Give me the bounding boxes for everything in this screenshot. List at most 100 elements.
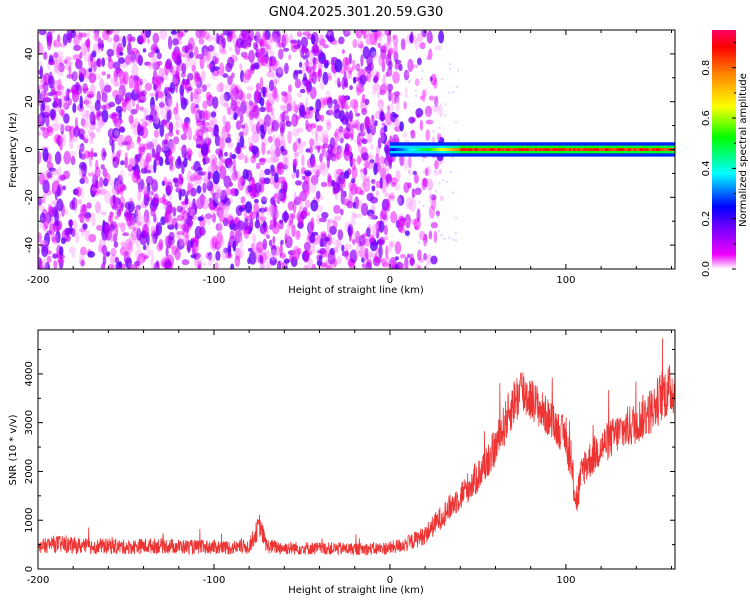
spectrogram-noise-cell [286,103,293,112]
spectrogram-band-cell [601,148,604,151]
spectrogram-noise-cell [316,168,322,175]
spectrogram-noise-cell [84,230,91,242]
spectrogram-noise-cell [165,181,173,195]
spectrogram-noise-cell [361,202,369,216]
spectrogram-noise-cell [93,152,98,157]
spectrogram-noise-cell [181,223,187,232]
spectrogram-noise-cell [205,132,209,145]
spectrogram-noise-cell [282,47,290,52]
spectrogram-noise-cell [304,211,310,217]
spectrogram-noise-cell [414,187,422,195]
y-tick-label: 1000 [24,507,35,532]
spectrogram-noise-cell [172,206,177,217]
spectrogram-noise-cell [295,169,300,179]
spectrogram-noise-cell [197,216,204,222]
spectrogram-noise-cell [318,34,325,46]
spectrogram-noise-cell [381,206,387,220]
spectrogram-noise-cell [319,79,325,91]
spectrogram-band-cell [395,148,398,151]
spectrogram-noise-cell [57,123,63,127]
spectrogram-noise-cell [391,92,397,105]
spectrogram-noise-cell [361,93,366,104]
spectrogram-noise-cell [289,252,295,263]
spectrogram-noise-cell [128,114,134,124]
spectrogram-band-cell [449,148,453,151]
spectrogram-noise-cell [356,251,363,257]
spectrogram-noise-cell [216,83,224,93]
spectrogram-noise-cell [118,261,123,268]
spectrogram-noise-cell [359,41,363,52]
spectrogram-noise-cell [250,211,257,220]
spectrogram-noise-cell [446,180,449,184]
spectrogram-noise-cell [80,43,87,56]
spectrogram-noise-cell [42,82,49,93]
spectrogram-noise-cell [293,191,297,200]
spectrogram-noise-cell [385,173,393,184]
spectrogram-noise-cell [167,224,175,230]
spectrogram-noise-cell [65,91,70,98]
spectrogram-noise-cell [417,249,422,261]
spectrogram-noise-cell [423,240,427,243]
spectrogram-noise-cell [145,245,151,258]
spectrogram-noise-cell [56,198,64,212]
spectrogram-band-cell [595,148,599,151]
spectrogram-noise-cell [101,92,108,103]
spectrogram-noise-cell [338,95,347,104]
spectrogram-noise-cell [345,30,352,36]
spectrogram-noise-cell [197,260,202,269]
spectrogram-band-cell [639,148,643,151]
spectrogram-noise-cell [331,237,336,245]
spectrogram-noise-cell [89,138,94,145]
spectrogram-noise-cell [133,123,137,129]
spectrogram-noise-cell [223,247,229,254]
spectrogram-band-cell [578,148,581,151]
spectrogram-noise-cell [55,55,62,64]
spectrogram-noise-cell [368,155,375,160]
spectrogram-band-cell [521,148,525,151]
spectrogram-noise-cell [69,88,77,93]
spectrogram-noise-cell [84,121,91,130]
spectrogram-noise-cell [164,157,171,166]
spectrogram-noise-cell [378,54,385,67]
spectrogram-noise-cell [316,259,323,267]
spectrogram-noise-cell [301,63,307,78]
spectrogram-band-cell [550,148,553,151]
spectrogram-noise-cell [69,131,73,142]
spectrogram-noise-cell [53,260,58,269]
spectrogram-noise-cell [272,31,280,39]
spectrogram-noise-cell [230,99,238,112]
spectrogram-noise-cell [75,125,79,131]
spectrogram-band-cell [624,148,627,151]
spectrogram-noise-cell [273,85,277,99]
spectrogram-noise-cell [413,174,419,184]
spectrogram-band-cell [416,148,419,151]
spectrogram-noise-cell [440,234,443,237]
spectrogram-noise-cell [56,136,64,144]
spectrogram-band-cell [451,148,454,151]
spectrogram-band-cell [474,148,477,151]
spectrogram-noise-cell [324,150,329,158]
spectrogram-noise-cell [363,33,367,39]
spectrogram-noise-cell [204,51,210,61]
spectrogram-noise-cell [38,42,44,56]
spectrogram-noise-cell [270,98,275,105]
spectrogram-noise-cell [368,234,375,243]
spectrogram-noise-cell [94,31,98,39]
spectrogram-noise-cell [120,241,126,248]
spectrogram-band-cell [587,148,590,151]
spectrogram-noise-cell [448,236,451,239]
spectrogram-noise-cell [361,263,366,269]
spectrogram-noise-cell [318,136,327,143]
spectrogram-noise-cell [59,246,64,257]
spectrogram-noise-cell [412,189,417,197]
spectrogram-band-cell [506,148,509,151]
spectrogram-noise-cell [348,220,356,226]
spectrogram-noise-cell [234,170,238,178]
spectrogram-noise-cell [244,154,248,164]
spectrogram-noise-cell [368,212,376,220]
spectrogram-noise-cell [355,65,363,70]
spectrogram-noise-cell [161,199,169,205]
spectrogram-noise-cell [68,65,72,75]
spectrogram-noise-cell [240,100,247,114]
spectrogram-band-cell [608,148,611,151]
